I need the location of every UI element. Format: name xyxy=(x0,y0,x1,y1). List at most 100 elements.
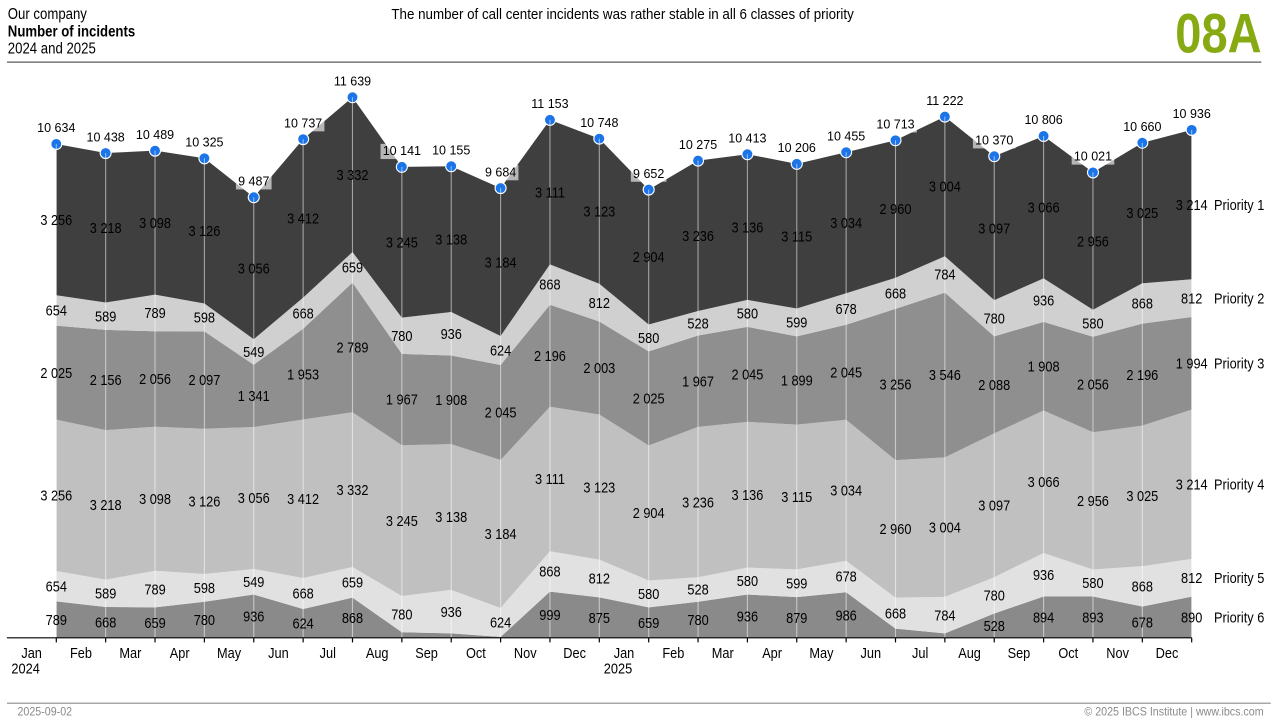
svg-text:3 136: 3 136 xyxy=(731,487,763,504)
svg-text:2 025: 2 025 xyxy=(40,365,72,382)
svg-text:3 097: 3 097 xyxy=(978,220,1010,237)
svg-text:10 748: 10 748 xyxy=(580,116,618,130)
svg-text:624: 624 xyxy=(490,615,511,632)
svg-text:678: 678 xyxy=(835,301,856,318)
svg-text:936: 936 xyxy=(1033,292,1054,309)
svg-text:589: 589 xyxy=(95,308,116,325)
svg-text:3 098: 3 098 xyxy=(139,491,171,508)
svg-text:868: 868 xyxy=(539,277,560,294)
svg-text:Priority 4: Priority 4 xyxy=(1214,476,1264,493)
svg-text:3 332: 3 332 xyxy=(337,167,369,184)
svg-text:2 196: 2 196 xyxy=(534,348,566,365)
svg-text:10 660: 10 660 xyxy=(1123,120,1161,134)
svg-text:Nov: Nov xyxy=(514,645,537,662)
svg-text:812: 812 xyxy=(1181,570,1202,587)
svg-text:1 908: 1 908 xyxy=(1028,358,1060,375)
svg-text:3 034: 3 034 xyxy=(830,215,862,232)
svg-text:10 455: 10 455 xyxy=(827,129,865,143)
svg-text:Sep: Sep xyxy=(415,645,438,662)
svg-text:780: 780 xyxy=(391,606,412,623)
svg-text:2 956: 2 956 xyxy=(1077,233,1109,250)
svg-text:668: 668 xyxy=(885,605,906,622)
svg-text:10 141: 10 141 xyxy=(383,144,421,158)
svg-text:812: 812 xyxy=(589,571,610,588)
svg-text:784: 784 xyxy=(934,607,955,624)
svg-text:Our company: Our company xyxy=(8,6,87,23)
svg-text:868: 868 xyxy=(342,610,363,627)
svg-text:10 155: 10 155 xyxy=(432,143,470,157)
svg-text:784: 784 xyxy=(934,267,955,284)
svg-text:3 025: 3 025 xyxy=(1126,205,1158,222)
svg-text:780: 780 xyxy=(984,310,1005,327)
svg-text:3 412: 3 412 xyxy=(287,211,319,228)
svg-text:668: 668 xyxy=(292,305,313,322)
svg-text:528: 528 xyxy=(984,618,1005,635)
svg-text:2 056: 2 056 xyxy=(1077,377,1109,394)
svg-text:Sep: Sep xyxy=(1008,645,1031,662)
svg-text:3 056: 3 056 xyxy=(238,490,270,507)
svg-text:3 066: 3 066 xyxy=(1028,474,1060,491)
svg-text:936: 936 xyxy=(441,326,462,343)
svg-text:599: 599 xyxy=(786,575,807,592)
svg-text:3 115: 3 115 xyxy=(781,228,812,245)
svg-text:Dec: Dec xyxy=(1156,645,1179,662)
svg-text:May: May xyxy=(217,645,242,662)
svg-text:624: 624 xyxy=(292,616,313,633)
svg-text:3 214: 3 214 xyxy=(1176,197,1208,214)
svg-text:Jun: Jun xyxy=(861,645,882,662)
svg-text:580: 580 xyxy=(1082,575,1103,592)
svg-text:2 025: 2 025 xyxy=(633,391,665,408)
svg-text:3 256: 3 256 xyxy=(40,212,72,229)
svg-text:2 056: 2 056 xyxy=(139,371,171,388)
svg-text:580: 580 xyxy=(638,586,659,603)
svg-text:9 652: 9 652 xyxy=(633,167,664,181)
svg-text:3 138: 3 138 xyxy=(435,509,467,526)
svg-text:Aug: Aug xyxy=(958,645,981,662)
svg-text:3 111: 3 111 xyxy=(535,471,565,488)
svg-text:Apr: Apr xyxy=(170,645,190,662)
svg-text:999: 999 xyxy=(539,607,560,624)
svg-text:3 066: 3 066 xyxy=(1028,199,1060,216)
svg-text:Priority 5: Priority 5 xyxy=(1214,570,1264,587)
svg-text:3 184: 3 184 xyxy=(485,526,517,543)
svg-text:2 088: 2 088 xyxy=(978,377,1010,394)
svg-text:789: 789 xyxy=(46,612,67,629)
svg-text:Aug: Aug xyxy=(366,645,389,662)
svg-text:549: 549 xyxy=(243,574,264,591)
svg-text:Mar: Mar xyxy=(119,645,141,662)
svg-text:2 003: 2 003 xyxy=(583,360,615,377)
svg-text:3 218: 3 218 xyxy=(90,220,122,237)
svg-text:893: 893 xyxy=(1082,609,1103,626)
svg-text:Jul: Jul xyxy=(320,645,336,662)
svg-text:580: 580 xyxy=(737,306,758,323)
svg-text:1 899: 1 899 xyxy=(781,373,813,390)
svg-text:3 126: 3 126 xyxy=(188,494,220,511)
svg-text:Jan: Jan xyxy=(614,645,635,662)
svg-text:3 123: 3 123 xyxy=(583,203,615,220)
svg-text:2 045: 2 045 xyxy=(731,367,763,384)
svg-text:3 256: 3 256 xyxy=(40,488,72,505)
svg-text:2024: 2024 xyxy=(11,661,39,678)
svg-text:© 2025 IBCS Institute | www.ib: © 2025 IBCS Institute | www.ibcs.com xyxy=(1084,705,1263,719)
svg-text:3 138: 3 138 xyxy=(435,231,467,248)
svg-text:668: 668 xyxy=(292,586,313,603)
svg-text:868: 868 xyxy=(539,564,560,581)
svg-text:624: 624 xyxy=(490,343,511,360)
svg-text:3 214: 3 214 xyxy=(1176,476,1208,493)
svg-text:580: 580 xyxy=(1082,315,1103,332)
svg-text:3 025: 3 025 xyxy=(1126,488,1158,505)
svg-text:2025: 2025 xyxy=(604,661,632,678)
svg-text:3 546: 3 546 xyxy=(929,367,961,384)
svg-text:Mar: Mar xyxy=(712,645,734,662)
svg-text:3 034: 3 034 xyxy=(830,482,862,499)
svg-text:2024 and 2025: 2024 and 2025 xyxy=(8,40,96,57)
svg-text:3 256: 3 256 xyxy=(880,377,912,394)
svg-text:10 713: 10 713 xyxy=(876,117,914,131)
svg-text:580: 580 xyxy=(737,573,758,590)
svg-text:10 021: 10 021 xyxy=(1074,150,1112,164)
svg-text:654: 654 xyxy=(46,303,67,320)
svg-text:936: 936 xyxy=(441,604,462,621)
svg-text:Jan: Jan xyxy=(21,645,42,662)
svg-text:599: 599 xyxy=(786,315,807,332)
svg-text:3 115: 3 115 xyxy=(781,489,812,506)
